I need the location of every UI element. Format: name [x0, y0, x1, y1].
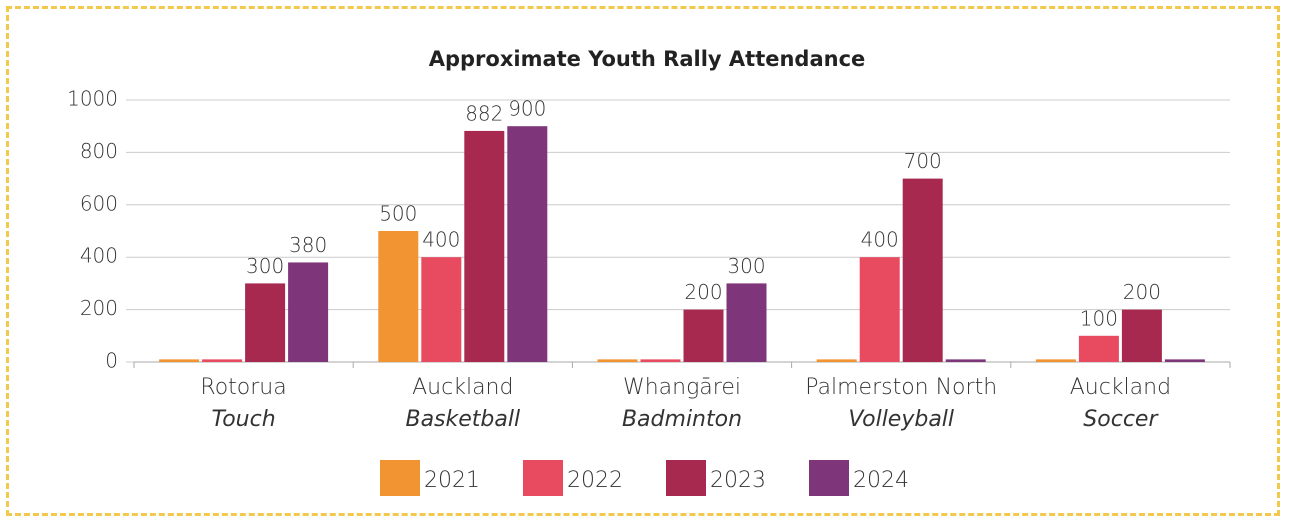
bar [202, 359, 243, 362]
x-tick-label: Auckland [1070, 375, 1171, 400]
legend-label: 2023 [710, 468, 766, 493]
y-tick-label: 400 [80, 244, 118, 268]
y-tick-label: 200 [80, 296, 118, 320]
data-label: 380 [289, 233, 327, 257]
x-tick-sublabel: Basketball [405, 407, 520, 432]
bar [245, 283, 286, 362]
frame [6, 6, 1280, 516]
x-tick-sublabel: Badminton [622, 407, 742, 432]
bar [945, 359, 986, 362]
bar [597, 359, 638, 362]
bar [464, 130, 505, 362]
bar [859, 257, 900, 362]
y-tick-label: 600 [80, 191, 118, 215]
data-label: 200 [1123, 280, 1161, 304]
bar [640, 359, 681, 362]
data-label: 400 [861, 228, 899, 252]
bar [159, 359, 200, 362]
legend-swatch [809, 460, 849, 496]
bar [902, 178, 943, 362]
data-label: 300 [246, 254, 284, 278]
x-tick-label: Whangārei [623, 375, 741, 400]
data-label: 882 [465, 101, 503, 125]
data-label: 100 [1080, 306, 1118, 330]
x-tick-sublabel: Volleyball [848, 407, 954, 432]
chart-title: Approximate Youth Rally Attendance [429, 47, 866, 71]
bar [1121, 309, 1162, 362]
legend-swatch [666, 460, 706, 496]
bar [683, 309, 724, 362]
x-tick-sublabel: Touch [212, 407, 276, 432]
data-label: 400 [422, 228, 460, 252]
bar [1035, 359, 1076, 362]
data-label: 900 [508, 97, 546, 121]
data-label: 200 [684, 280, 722, 304]
data-label: 300 [727, 254, 765, 278]
bar [1078, 335, 1119, 362]
bar [421, 257, 462, 362]
data-label: 700 [904, 149, 942, 173]
bar [1164, 359, 1205, 362]
y-tick-label: 1000 [67, 87, 118, 111]
legend-label: 2021 [424, 468, 480, 493]
bar [507, 126, 548, 362]
bar [816, 359, 857, 362]
y-tick-label: 0 [105, 349, 118, 373]
legend-label: 2022 [567, 468, 623, 493]
x-tick-label: Auckland [412, 375, 513, 400]
legend-swatch [380, 460, 420, 496]
bar [726, 283, 767, 362]
data-label: 500 [379, 202, 417, 226]
x-tick-label: Rotorua [200, 375, 286, 400]
legend-label: 2024 [853, 468, 909, 493]
legend-swatch [523, 460, 563, 496]
y-tick-label: 800 [80, 139, 118, 163]
bar [378, 231, 419, 362]
x-tick-label: Palmerston North [805, 375, 997, 400]
bar [288, 262, 329, 362]
x-tick-sublabel: Soccer [1083, 407, 1159, 432]
